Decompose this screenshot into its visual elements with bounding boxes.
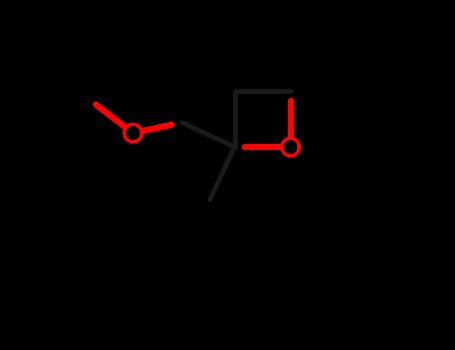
Polygon shape [124,124,142,142]
Polygon shape [282,138,299,156]
